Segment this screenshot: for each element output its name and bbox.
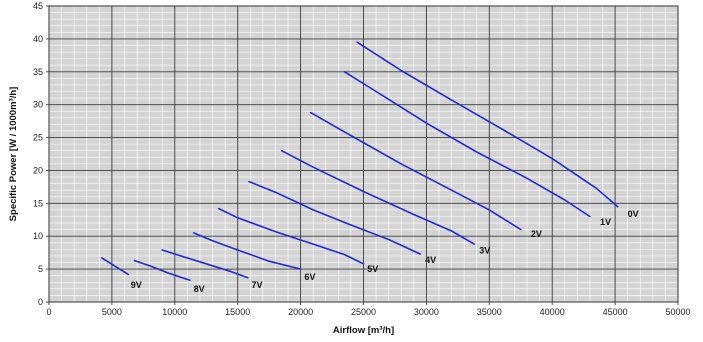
series-label-3v: 3V — [479, 246, 490, 256]
series-line-2v — [309, 111, 522, 231]
y-tick-label: 40 — [33, 34, 43, 44]
series-line-5v — [218, 207, 365, 265]
y-tick-label: 25 — [33, 133, 43, 143]
series-label-1v: 1V — [600, 217, 611, 227]
series-label-4v: 4V — [425, 255, 436, 265]
x-tick-label: 5000 — [102, 307, 122, 317]
y-tick-label: 20 — [33, 165, 43, 175]
y-tick-label: 35 — [33, 67, 43, 77]
x-tick-label: 25000 — [351, 307, 376, 317]
plot-frame — [48, 5, 679, 303]
series-label-2v: 2V — [531, 229, 542, 239]
y-tick-labels: 0 5 10 15 20 25 30 35 40 45 — [33, 1, 43, 307]
series-label-8v: 8V — [194, 284, 205, 294]
series-label-9v: 9V — [131, 280, 142, 290]
series-line-8v — [133, 259, 191, 282]
series-labels: 0V 1V 2V 3V 4V 5V 6V 7V 8V 9V — [131, 209, 639, 294]
y-tick-label: 10 — [33, 231, 43, 241]
y-tick-label: 0 — [38, 297, 43, 307]
x-tick-label: 30000 — [414, 307, 439, 317]
series-line-7v — [161, 249, 249, 279]
x-tick-label: 0 — [46, 307, 51, 317]
series-lines — [101, 41, 619, 282]
y-tick-label: 30 — [33, 100, 43, 110]
x-tick-label: 50000 — [665, 307, 690, 317]
x-tick-label: 15000 — [225, 307, 250, 317]
series-label-6v: 6V — [304, 272, 315, 282]
x-tick-label: 35000 — [477, 307, 502, 317]
y-tick-label: 15 — [33, 198, 43, 208]
x-axis-title: Airflow [m³/h] — [333, 325, 394, 336]
series-line-1v — [343, 71, 591, 218]
series-label-0v: 0V — [628, 209, 639, 219]
y-axis-title: Specific Power [W / 1000m³/h] — [8, 87, 19, 222]
x-tick-label: 45000 — [603, 307, 628, 317]
x-tick-label: 10000 — [162, 307, 187, 317]
x-tick-labels: 0 5000 10000 15000 20000 25000 30000 35000 40000… — [46, 307, 690, 317]
series-line-9v — [101, 257, 130, 276]
y-tick-label: 5 — [38, 264, 43, 274]
x-tick-label: 20000 — [288, 307, 313, 317]
series-label-5v: 5V — [367, 264, 378, 274]
y-tick-label: 45 — [33, 1, 43, 11]
series-line-4v — [248, 180, 421, 255]
x-tick-label: 40000 — [540, 307, 565, 317]
series-line-6v — [192, 232, 302, 270]
series-line-0v — [356, 41, 619, 208]
series-line-3v — [280, 149, 476, 245]
series-label-7v: 7V — [252, 280, 263, 290]
